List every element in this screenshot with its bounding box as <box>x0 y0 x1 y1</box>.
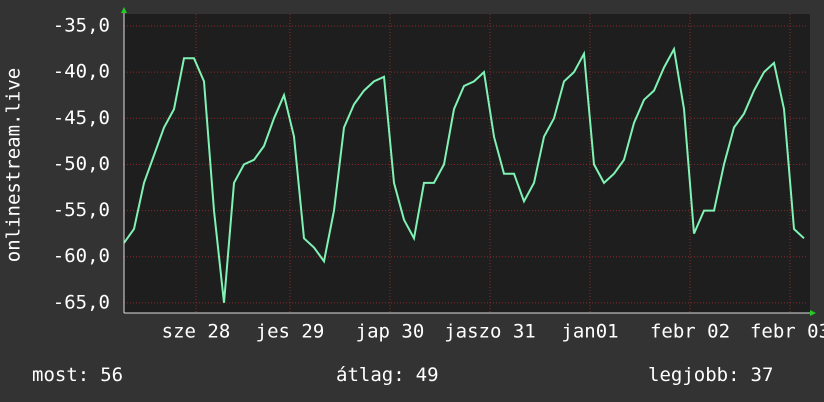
y-tick-label: -65,0 <box>53 291 110 313</box>
stat: legjobb: 37 <box>648 364 773 386</box>
y-tick-label: -35,0 <box>53 14 110 36</box>
stat-label: legjobb: <box>648 364 740 386</box>
y-tick-label: -55,0 <box>53 199 110 221</box>
y-tick-label: -40,0 <box>53 61 110 83</box>
stat-label: most: <box>32 364 89 386</box>
x-tick-label: jes 29 <box>256 321 325 343</box>
x-tick-label: febr 02 <box>650 321 730 343</box>
y-tick-label: -45,0 <box>53 107 110 129</box>
y-axis-label: onlinestream.live <box>3 68 25 262</box>
stat: átlag: 49 <box>336 364 439 386</box>
y-tick-label: -50,0 <box>53 153 110 175</box>
plot-area <box>124 14 810 313</box>
x-tick-label: febr 03 <box>750 321 824 343</box>
stat-label: átlag: <box>336 364 405 386</box>
data-line <box>123 46 805 303</box>
x-tick-label: jan01 <box>561 321 618 343</box>
y-tick-label: -60,0 <box>53 245 110 267</box>
stat-value: 49 <box>416 364 439 386</box>
stat: most: 56 <box>32 364 123 386</box>
x-tick-label: jaszo 31 <box>444 321 536 343</box>
x-arrow <box>810 310 816 316</box>
x-tick-label: jap 30 <box>356 321 425 343</box>
x-tick-label: sze 28 <box>162 321 231 343</box>
stat-value: 37 <box>751 364 774 386</box>
y-arrow <box>121 7 127 13</box>
stat-value: 56 <box>100 364 123 386</box>
